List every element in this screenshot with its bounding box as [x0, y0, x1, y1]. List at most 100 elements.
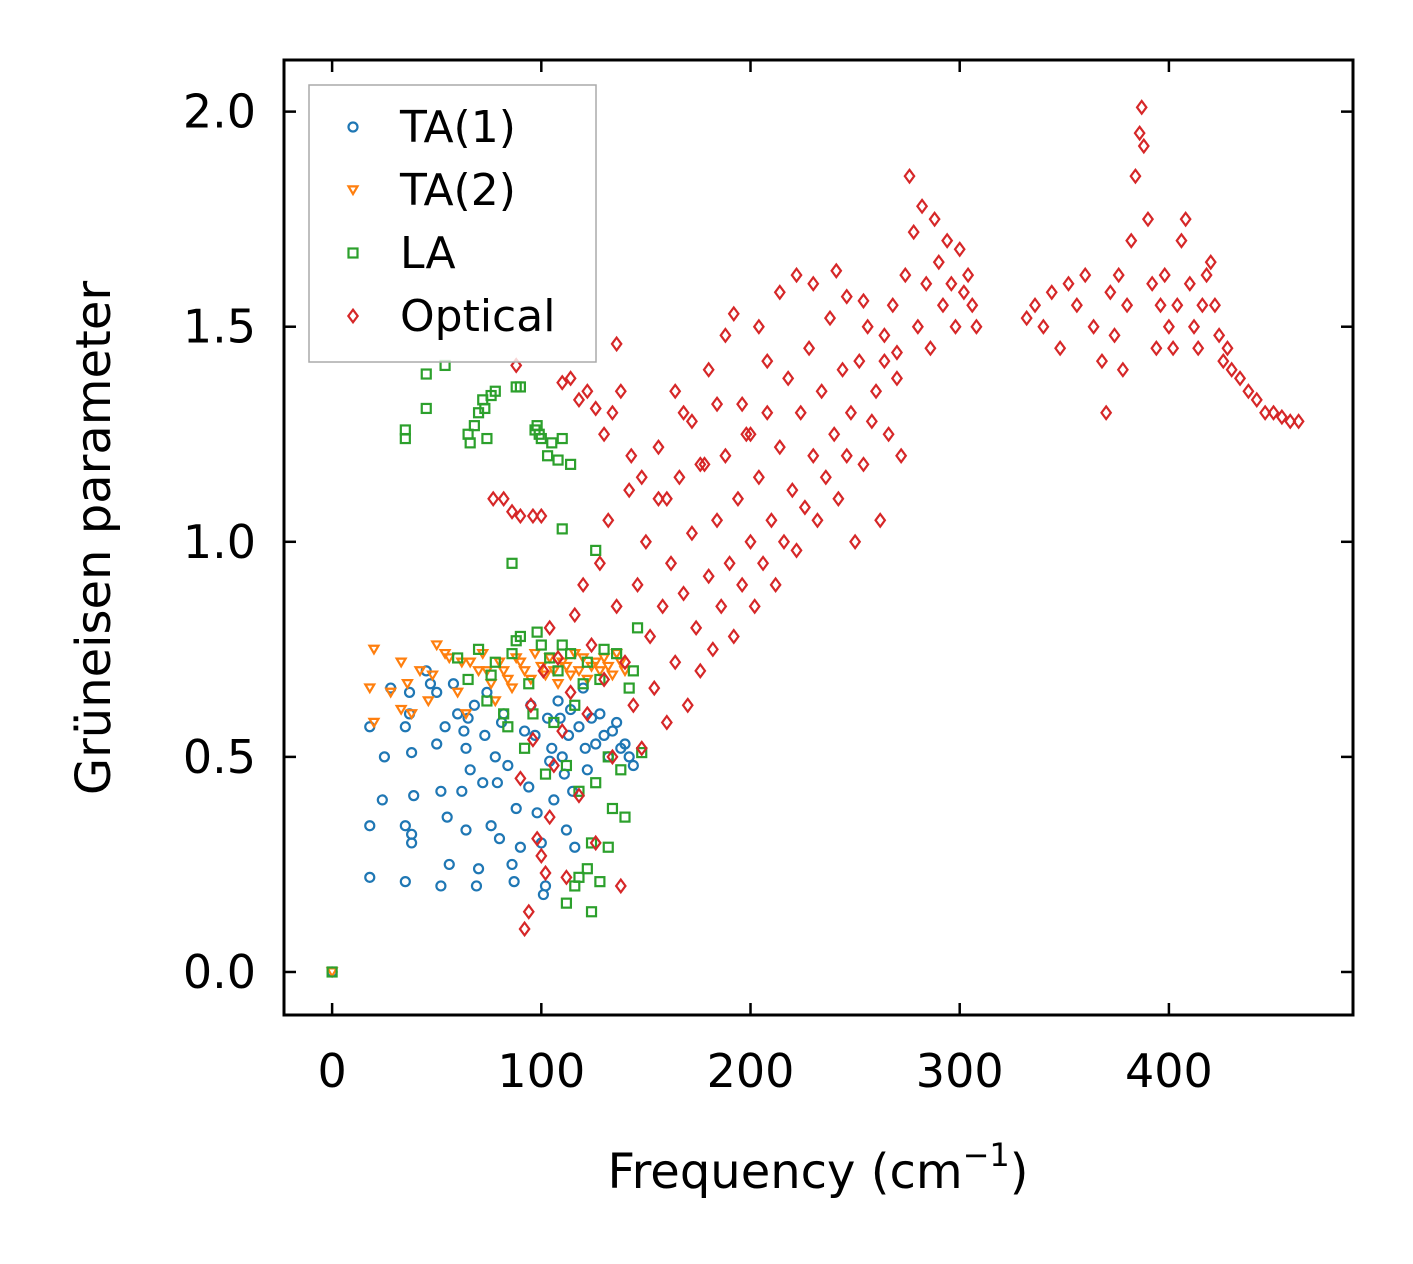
x-axis-label-superscript: −1	[963, 1136, 1010, 1174]
data-point	[840, 447, 853, 464]
data-point	[581, 705, 594, 723]
legend-marker	[347, 121, 359, 133]
data-point	[660, 714, 673, 731]
data-point	[514, 770, 527, 787]
data-point	[524, 697, 537, 714]
data-point	[1233, 370, 1247, 387]
data-point	[526, 731, 539, 748]
series-optical	[487, 99, 1305, 938]
data-point	[598, 426, 611, 443]
data-point	[610, 598, 623, 615]
data-point	[798, 499, 811, 516]
data-point	[579, 742, 591, 754]
data-point	[807, 447, 820, 464]
data-point	[903, 167, 916, 185]
data-point	[1154, 297, 1167, 314]
data-point	[606, 725, 619, 737]
data-point	[602, 841, 614, 853]
data-point	[890, 344, 903, 361]
data-point	[710, 512, 724, 529]
data-point	[1116, 361, 1129, 378]
data-point	[618, 654, 632, 671]
legend-label: TA(1)	[399, 102, 516, 153]
data-point	[911, 318, 924, 335]
data-point	[1284, 413, 1297, 430]
data-point	[932, 254, 945, 271]
data-point	[970, 318, 983, 335]
data-point	[869, 383, 883, 400]
data-point	[452, 652, 464, 664]
data-point	[815, 383, 828, 400]
data-point	[1037, 318, 1050, 335]
data-point	[828, 426, 841, 443]
data-point	[610, 335, 623, 353]
data-point	[497, 490, 510, 507]
data-point	[406, 837, 418, 849]
data-point	[472, 643, 485, 655]
data-point	[1292, 413, 1305, 430]
data-point	[606, 670, 619, 682]
data-point	[441, 811, 453, 823]
data-point	[581, 863, 593, 875]
data-point	[811, 512, 824, 529]
legend-label: Optical	[400, 291, 555, 342]
data-point	[1183, 275, 1196, 292]
data-point	[564, 670, 578, 682]
data-point	[623, 482, 636, 499]
data-point	[1100, 404, 1113, 421]
data-point	[513, 657, 527, 669]
data-point	[463, 657, 477, 669]
data-point	[1179, 210, 1192, 228]
data-point	[694, 456, 707, 473]
data-point	[594, 673, 606, 686]
data-point	[1087, 318, 1100, 335]
data-point	[694, 662, 707, 680]
data-point	[470, 880, 483, 892]
data-point	[1104, 284, 1117, 301]
data-point	[636, 746, 648, 759]
data-point	[424, 678, 437, 690]
data-point	[497, 666, 511, 678]
data-point	[489, 656, 501, 668]
data-point	[664, 555, 678, 572]
data-point	[1079, 266, 1092, 284]
data-point	[502, 721, 514, 733]
data-point	[535, 639, 547, 651]
data-point	[777, 533, 791, 550]
data-point	[890, 370, 903, 387]
data-point	[505, 503, 519, 520]
data-point	[531, 830, 544, 847]
data-point	[1141, 210, 1155, 228]
data-point	[757, 555, 770, 572]
legend-entry: TA(2)	[346, 165, 516, 216]
data-point	[363, 683, 377, 695]
data-point	[861, 318, 874, 335]
data-point	[421, 696, 435, 708]
data-point	[551, 679, 565, 690]
data-point	[924, 340, 937, 357]
data-point	[458, 725, 470, 737]
data-point	[878, 327, 891, 344]
data-point	[736, 576, 749, 593]
data-point	[585, 636, 598, 654]
data-point	[491, 777, 503, 789]
data-point	[408, 790, 420, 802]
data-point	[681, 697, 694, 714]
legend-entry: TA(1)	[347, 102, 516, 153]
data-point	[489, 385, 501, 397]
data-point	[572, 391, 586, 409]
data-point	[523, 678, 535, 690]
data-point	[928, 210, 941, 228]
data-point	[635, 469, 648, 486]
data-point	[1200, 266, 1213, 284]
data-point	[899, 266, 912, 284]
data-point	[953, 241, 966, 258]
data-point	[669, 654, 682, 671]
data-point	[698, 456, 711, 473]
data-point	[936, 297, 950, 314]
data-point	[627, 759, 639, 772]
data-point	[581, 656, 593, 668]
x-axis-label: Frequency (cm−1)	[607, 1136, 1028, 1200]
data-point	[790, 542, 803, 559]
